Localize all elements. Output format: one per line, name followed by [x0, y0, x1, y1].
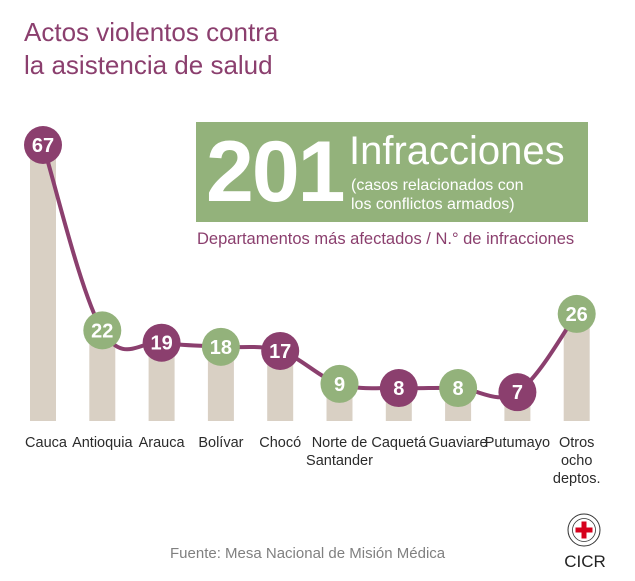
bar-0	[30, 145, 56, 421]
source-note: Fuente: Mesa Nacional de Misión Médica	[170, 545, 446, 562]
chart-title-line-2: la asistencia de salud	[24, 50, 273, 80]
data-label-6: 8	[393, 378, 404, 400]
data-label-9: 26	[566, 304, 588, 326]
chart-title-line-1: Actos violentos contra	[24, 17, 279, 47]
point-marker-0	[24, 126, 62, 164]
chart-plot-area: 67 22 19 18 17 9 8 8 7 26 Cauca Antioquia Arauca Bolí…	[24, 126, 601, 487]
red-cross-emblem-icon	[567, 513, 601, 547]
cicr-logo-text: CICR	[564, 552, 606, 571]
point-marker-7	[439, 369, 478, 408]
total-infractions-note: (casos relacionados con los conflictos a…	[351, 176, 524, 214]
category-label-0: Cauca	[25, 435, 68, 451]
category-label-9: Otros ocho deptos.	[553, 435, 601, 487]
total-note-line-1: (casos relacionados con	[351, 177, 524, 194]
total-infractions-panel: 201 Infracciones (casos relacionados con…	[196, 122, 588, 222]
total-note-line-2: los conflictos armados)	[351, 196, 515, 213]
data-label-3: 18	[210, 337, 232, 359]
category-label-3: Bolívar	[198, 435, 243, 451]
point-marker-9	[557, 294, 596, 333]
total-infractions-number: 201	[206, 124, 345, 220]
category-label-4: Chocó	[259, 435, 301, 451]
cicr-logo: CICR	[556, 511, 616, 571]
category-label-8: Putumayo	[485, 435, 550, 451]
category-label-6: Caquetá	[371, 435, 427, 451]
data-label-8: 7	[512, 382, 523, 404]
category-label-2: Arauca	[139, 435, 186, 451]
series-line	[41, 143, 579, 400]
point-marker-8	[498, 373, 537, 412]
data-label-4: 17	[269, 341, 291, 363]
category-label-7: Guaviare	[429, 435, 488, 451]
point-marker-6	[379, 369, 418, 408]
chart-title: Actos violentos contra la asistencia de …	[24, 16, 278, 82]
category-label-1: Antioquia	[72, 435, 133, 451]
point-marker-5	[320, 364, 359, 403]
point-marker-4	[261, 331, 300, 370]
data-label-1: 22	[91, 320, 113, 342]
chart-subtitle: Departamentos más afectados / N.° de inf…	[197, 230, 575, 248]
data-label-2: 19	[150, 333, 172, 355]
category-label-5: Norte de Santander	[306, 435, 373, 469]
total-infractions-label: Infracciones	[349, 129, 565, 173]
point-marker-1	[83, 311, 122, 350]
data-label-0: 67	[32, 135, 54, 157]
point-marker-2	[142, 323, 181, 362]
data-label-7: 8	[453, 378, 464, 400]
data-label-5: 9	[334, 374, 345, 396]
point-marker-3	[201, 327, 240, 366]
